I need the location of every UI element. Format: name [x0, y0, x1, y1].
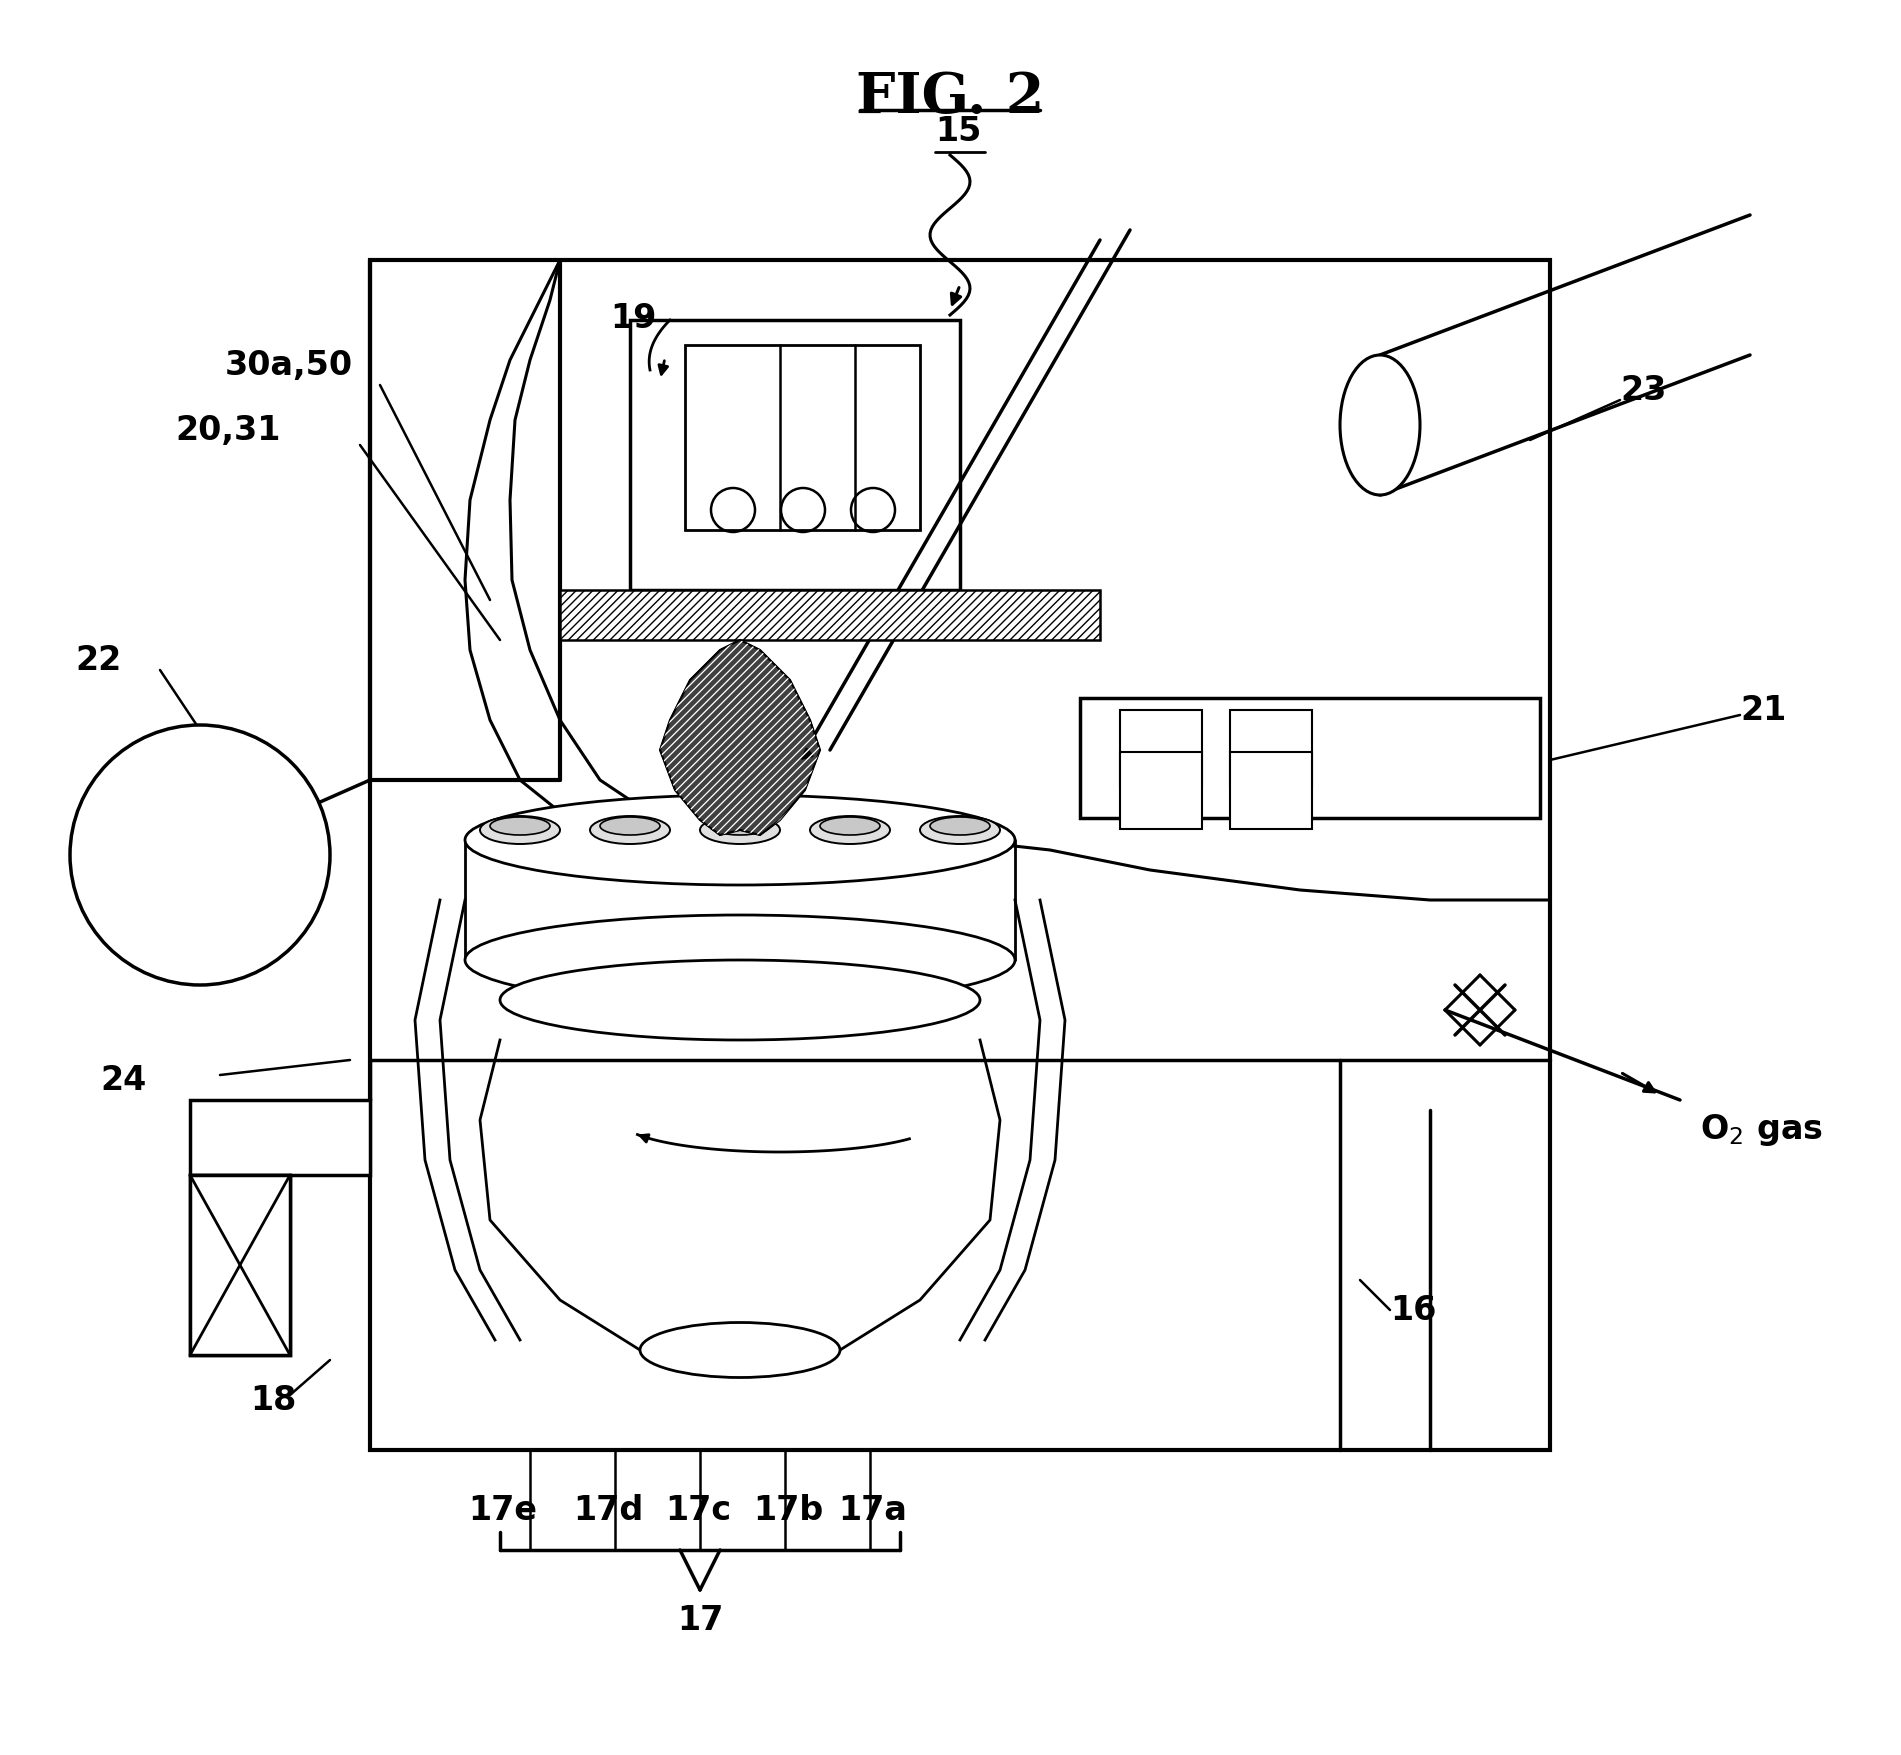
Ellipse shape	[589, 816, 669, 844]
Bar	[190, 1100, 371, 1176]
Text: 17d: 17d	[572, 1494, 643, 1527]
Ellipse shape	[819, 818, 880, 835]
Text: 17e: 17e	[468, 1494, 538, 1527]
Ellipse shape	[709, 818, 770, 835]
Bar	[1230, 711, 1312, 786]
Text: FIG. 2: FIG. 2	[855, 70, 1044, 125]
Ellipse shape	[700, 816, 779, 844]
Ellipse shape	[479, 816, 561, 844]
Text: 16: 16	[1390, 1293, 1437, 1327]
Text: 30a,50: 30a,50	[224, 349, 354, 381]
Ellipse shape	[1340, 355, 1420, 495]
Text: 20,31: 20,31	[175, 414, 279, 446]
Text: 15: 15	[935, 116, 981, 147]
Ellipse shape	[466, 914, 1015, 1006]
Bar	[1230, 751, 1312, 828]
Text: 24: 24	[101, 1064, 146, 1097]
Text: O$_2$ gas: O$_2$ gas	[1699, 1113, 1823, 1148]
Circle shape	[70, 725, 331, 985]
Text: 23: 23	[1620, 374, 1667, 407]
Bar	[190, 1176, 291, 1355]
Text: 17: 17	[677, 1604, 722, 1636]
Ellipse shape	[641, 1323, 840, 1378]
Bar	[1120, 711, 1201, 786]
Bar	[371, 260, 1549, 1450]
Text: 18: 18	[251, 1383, 297, 1416]
Ellipse shape	[810, 816, 890, 844]
Bar	[629, 319, 960, 590]
Ellipse shape	[601, 818, 660, 835]
Text: 19: 19	[610, 302, 656, 335]
Ellipse shape	[490, 818, 549, 835]
Text: 17b: 17b	[753, 1494, 823, 1527]
Ellipse shape	[920, 816, 1000, 844]
Text: 22: 22	[74, 644, 122, 676]
Text: 17a: 17a	[838, 1494, 907, 1527]
Text: 17c: 17c	[665, 1494, 732, 1527]
Polygon shape	[660, 641, 819, 835]
Ellipse shape	[500, 960, 981, 1041]
Bar	[561, 590, 1101, 641]
Bar	[1120, 751, 1201, 828]
Bar	[1080, 698, 1540, 818]
Text: 21: 21	[1739, 693, 1787, 727]
Bar	[190, 1176, 291, 1355]
Bar	[684, 346, 920, 530]
Polygon shape	[660, 641, 819, 835]
Ellipse shape	[466, 795, 1015, 885]
Ellipse shape	[930, 818, 990, 835]
